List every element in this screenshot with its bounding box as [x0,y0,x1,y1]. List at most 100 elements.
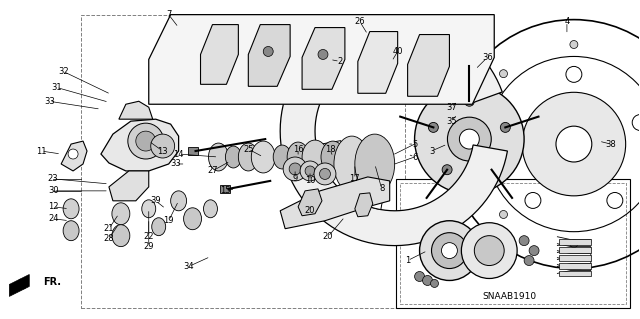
Polygon shape [280,177,390,229]
Circle shape [461,223,517,278]
Bar [396,179,630,308]
Bar [559,271,591,277]
Text: 20: 20 [305,206,316,215]
Text: 32: 32 [58,67,68,76]
Circle shape [415,271,424,281]
Polygon shape [200,25,238,84]
Bar [81,15,404,308]
Bar [188,147,198,155]
Ellipse shape [252,141,275,173]
Ellipse shape [171,191,187,211]
Circle shape [607,192,623,208]
Text: 30: 30 [48,186,58,195]
Polygon shape [10,274,29,296]
Text: 6: 6 [412,152,417,161]
Circle shape [442,243,458,259]
Circle shape [556,126,592,162]
Text: 19: 19 [163,216,174,225]
Circle shape [136,131,156,151]
Text: SNAAB1910: SNAAB1910 [482,292,536,301]
Ellipse shape [184,208,202,230]
Ellipse shape [209,143,228,171]
Text: 33: 33 [44,97,54,106]
Text: 2: 2 [337,57,342,66]
Circle shape [300,161,320,181]
Ellipse shape [152,218,166,236]
Ellipse shape [112,203,130,225]
Bar [399,183,626,304]
Text: 28: 28 [104,234,114,243]
Circle shape [289,163,301,175]
Polygon shape [280,17,508,246]
Ellipse shape [355,134,395,194]
Circle shape [314,163,336,185]
Circle shape [522,92,626,196]
Text: 11: 11 [36,146,47,156]
Text: 5: 5 [412,140,417,149]
Circle shape [263,47,273,56]
Circle shape [422,276,433,286]
Text: 4: 4 [564,17,570,26]
Text: 18: 18 [324,145,335,153]
Text: 23: 23 [48,174,58,183]
Text: 8: 8 [379,184,385,193]
Bar [559,247,591,253]
Text: 37: 37 [446,103,457,112]
Circle shape [486,165,497,175]
Circle shape [319,168,330,179]
Text: 38: 38 [605,140,616,149]
Polygon shape [61,141,87,171]
Circle shape [529,246,539,256]
Ellipse shape [225,146,241,168]
Text: 13: 13 [157,146,168,156]
Ellipse shape [63,199,79,219]
Text: 9: 9 [292,174,298,183]
Bar [559,239,591,245]
Polygon shape [298,189,322,216]
Polygon shape [355,193,372,217]
Circle shape [500,122,510,132]
Circle shape [566,66,582,82]
Polygon shape [119,101,153,119]
Polygon shape [316,141,385,210]
Polygon shape [148,15,494,104]
Text: 14: 14 [173,150,184,159]
Text: 25: 25 [243,145,253,153]
Circle shape [499,70,508,78]
Polygon shape [248,25,290,86]
Text: 16: 16 [292,145,303,153]
Ellipse shape [142,200,156,218]
Text: 21: 21 [104,224,114,233]
Circle shape [420,221,479,280]
Text: 36: 36 [482,53,493,62]
Circle shape [470,140,478,148]
Circle shape [442,165,452,175]
Text: 33: 33 [170,160,181,168]
Text: 12: 12 [48,202,58,211]
Bar [559,255,591,261]
Ellipse shape [302,140,328,174]
Circle shape [499,211,508,219]
Circle shape [431,233,467,269]
Circle shape [519,236,529,246]
Text: 10: 10 [305,176,316,185]
Text: 31: 31 [51,83,61,92]
Text: 17: 17 [349,174,360,183]
Ellipse shape [273,145,291,169]
Polygon shape [109,171,148,201]
Ellipse shape [204,200,218,218]
Text: 39: 39 [150,196,161,205]
Circle shape [447,117,492,161]
Polygon shape [408,34,449,96]
Text: 24: 24 [48,214,58,223]
Ellipse shape [287,142,309,172]
Text: 3: 3 [429,146,434,156]
Circle shape [318,49,328,59]
Text: 20: 20 [323,232,333,241]
Circle shape [632,115,640,130]
Circle shape [428,122,438,132]
Text: 7: 7 [166,10,172,19]
Bar [220,185,230,193]
Ellipse shape [63,221,79,241]
Circle shape [474,236,504,265]
